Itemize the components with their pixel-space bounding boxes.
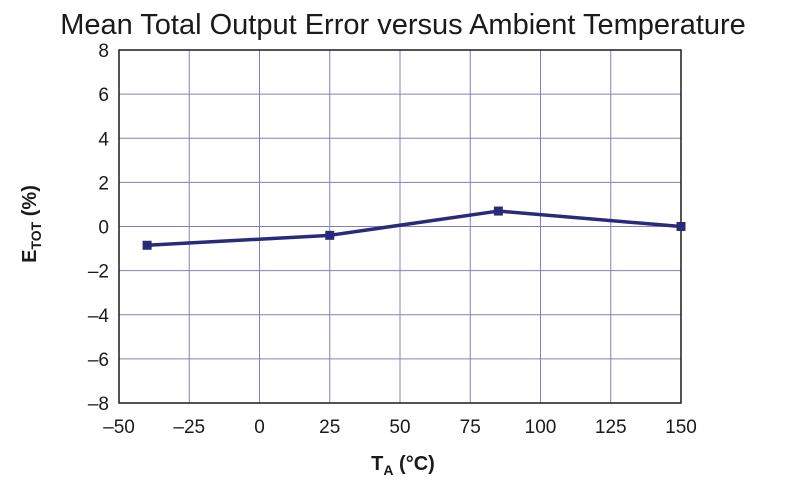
y-tick-label: 4 <box>98 129 109 150</box>
series-line <box>147 209 682 248</box>
x-axis-ticks: –50 –25 0 25 50 75 100 125 150 <box>103 417 697 438</box>
x-tick-label: 100 <box>525 417 557 438</box>
x-tick-label: –50 <box>103 417 135 438</box>
x-axis-label-unit: (°C) <box>394 453 435 475</box>
x-axis-label: TA (°C) <box>371 453 435 478</box>
x-tick-label: 150 <box>665 417 697 438</box>
y-axis-label: ETOT (%) <box>19 185 44 263</box>
y-axis-ticks: 8 6 4 2 0 –2 –4 –6 –8 <box>88 41 110 415</box>
y-tick-label: 0 <box>98 218 109 239</box>
data-point-marker <box>676 222 686 231</box>
grid <box>119 50 681 403</box>
data-point-marker <box>325 230 335 240</box>
y-tick-label: 8 <box>98 41 109 62</box>
x-tick-label: 75 <box>460 417 481 438</box>
y-axis-label-unit: (%) <box>19 185 41 222</box>
y-tick-label: –4 <box>88 306 110 327</box>
y-tick-label: –2 <box>88 262 109 283</box>
y-tick-label: –6 <box>88 350 109 371</box>
series <box>142 206 686 250</box>
x-tick-label: 50 <box>389 417 410 438</box>
x-tick-label: 25 <box>319 417 340 438</box>
y-tick-label: 2 <box>98 173 109 194</box>
y-tick-label: 6 <box>98 85 109 106</box>
y-axis-label-main: E <box>19 250 41 263</box>
y-axis-label-sub: TOT <box>28 221 44 249</box>
data-point-marker <box>493 206 503 216</box>
y-tick-label: –8 <box>88 394 109 415</box>
x-axis-label-main: T <box>371 453 383 475</box>
x-tick-label: 0 <box>254 417 265 438</box>
x-axis-label-sub: A <box>383 462 393 478</box>
x-tick-label: –25 <box>173 417 205 438</box>
x-tick-label: 125 <box>595 417 627 438</box>
data-point-marker <box>142 240 152 250</box>
chart-title: Mean Total Output Error versus Ambient T… <box>60 9 746 41</box>
